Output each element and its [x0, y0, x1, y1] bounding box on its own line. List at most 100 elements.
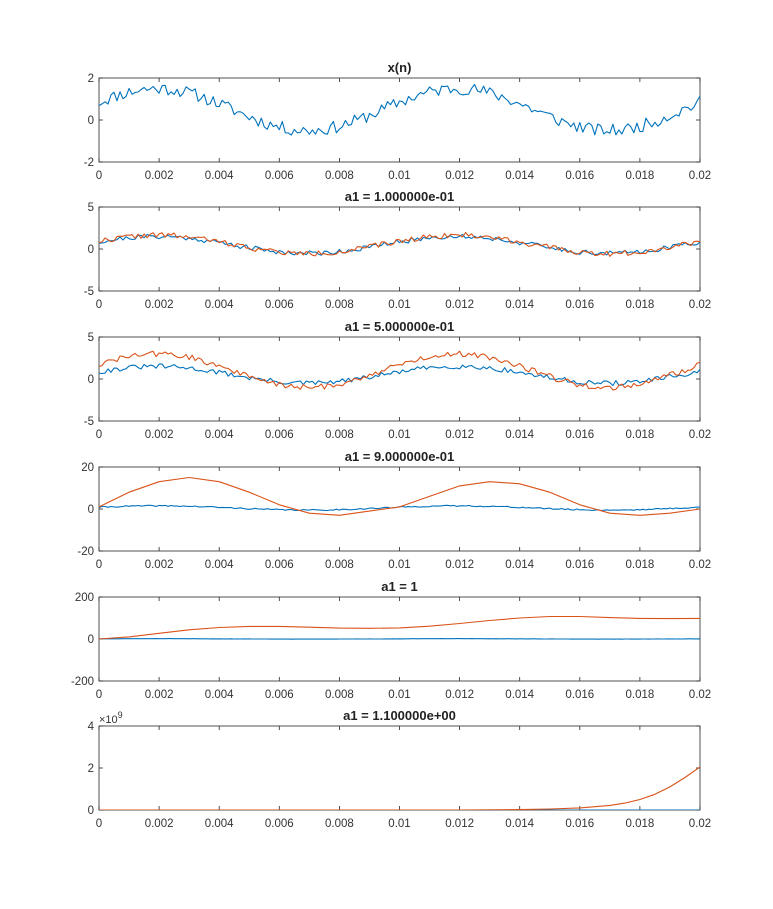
x-tick-label: 0.004 [205, 170, 234, 182]
x-tick-label: 0.016 [565, 689, 594, 701]
subplot-5: a1 = 1 0 0.002 0.004 0.006 0.008 0.01 0.012 0.01… [71, 579, 711, 701]
x-tick-label: 0 [96, 429, 102, 441]
axes-box [98, 725, 701, 811]
y-tick-label: 0 [88, 805, 94, 817]
x-tick-label: 0.006 [265, 559, 294, 571]
series-2-line [99, 476, 700, 516]
x-tick-label: 0.018 [626, 429, 655, 441]
x-tick-label: 0.016 [565, 299, 594, 311]
subplot-title: a1 = 1.100000e+00 [343, 708, 456, 723]
x-tick-label: 0.006 [265, 689, 294, 701]
axes-box [98, 336, 701, 422]
y-tick-label: -5 [84, 286, 94, 298]
y-tick-label: 0 [88, 374, 94, 386]
x-tick-label: 0.014 [505, 299, 534, 311]
x-tick-label: 0 [96, 559, 102, 571]
subplot-title: a1 = 9.000000e-01 [345, 449, 455, 464]
x-tick-label: 0.008 [325, 559, 354, 571]
y-tick-label: -200 [71, 676, 94, 688]
series-2-line [99, 766, 700, 810]
x-tick-label: 0.012 [445, 299, 474, 311]
subplot-2: a1 = 1.000000e-01 0 0.002 0.004 0.006 0.008 0.… [84, 189, 711, 311]
subplot-6: a1 = 1.100000e+00 0 0.002 0.004 0.006 0.008 0.… [88, 708, 712, 830]
subplot-4: a1 = 9.000000e-01 0 0.002 0.004 0.006 0.008 0.… [77, 449, 711, 571]
y-tick-label: 4 [88, 721, 95, 733]
x-tick-label: 0.01 [388, 689, 410, 701]
x-tick-label: 0.016 [565, 559, 594, 571]
x-tick-label: 0.018 [626, 818, 655, 830]
axes-box [98, 206, 701, 292]
x-tick-label: 0 [96, 689, 102, 701]
x-tick-label: 0.002 [145, 689, 174, 701]
subplot-1: x(n) 0 0.002 0.004 0.006 0.008 0.01 0.012 0.014 0… [84, 60, 711, 182]
x-tick-label: 0.012 [445, 689, 474, 701]
subplot-title: a1 = 1 [381, 579, 418, 594]
x-tick-label: 0.004 [205, 818, 234, 830]
series-1-line [99, 233, 700, 256]
subplot-title: a1 = 1.000000e-01 [345, 189, 455, 204]
x-tick-label: 0.016 [565, 818, 594, 830]
x-tick-label: 0.016 [565, 429, 594, 441]
x-tick-label: 0.014 [505, 818, 534, 830]
subplot-3: a1 = 5.000000e-01 0 0.002 0.004 0.006 0.008 0.… [84, 319, 711, 441]
x-tick-label: 0.02 [689, 689, 711, 701]
y-tick-label: -20 [77, 546, 94, 558]
y-tick-label: 5 [88, 202, 94, 214]
x-tick-label: 0.004 [205, 299, 234, 311]
x-tick-label: 0.004 [205, 429, 234, 441]
x-tick-label: 0.018 [626, 559, 655, 571]
x-tick-label: 0.008 [325, 429, 354, 441]
y-exponent-power: 9 [118, 710, 123, 720]
x-tick-label: 0.02 [689, 299, 711, 311]
axes-box [98, 77, 701, 163]
x-tick-label: 0.004 [205, 559, 234, 571]
series-2-line [99, 231, 700, 257]
series-1-line [99, 638, 700, 640]
x-tick-label: 0.002 [145, 170, 174, 182]
x-tick-label: 0.006 [265, 429, 294, 441]
x-tick-label: 0.018 [626, 689, 655, 701]
subplot-title: a1 = 5.000000e-01 [345, 319, 455, 334]
series-2-line [99, 615, 700, 640]
y-tick-label: -5 [84, 416, 94, 428]
x-tick-label: 0.012 [445, 559, 474, 571]
y-tick-label: 0 [88, 115, 94, 127]
y-tick-label: 5 [88, 332, 94, 344]
y-tick-label: 2 [88, 73, 94, 85]
x-tick-label: 0 [96, 299, 102, 311]
x-tick-label: 0.01 [388, 170, 410, 182]
series-1-line [99, 363, 700, 387]
axes-box [98, 466, 701, 552]
x-tick-label: 0 [96, 818, 102, 830]
x-tick-label: 0.018 [626, 170, 655, 182]
y-tick-label: 2 [88, 763, 94, 775]
x-tick-label: 0.002 [145, 559, 174, 571]
x-tick-label: 0.02 [689, 559, 711, 571]
x-tick-label: 0.012 [445, 170, 474, 182]
y-tick-label: 200 [75, 592, 94, 604]
x-tick-label: 0.01 [388, 429, 410, 441]
x-tick-label: 0.01 [388, 818, 410, 830]
series-1-line [99, 83, 700, 136]
subplot-title: x(n) [388, 60, 412, 75]
x-tick-label: 0.014 [505, 559, 534, 571]
x-tick-label: 0.01 [388, 299, 410, 311]
x-tick-label: 0.008 [325, 170, 354, 182]
x-tick-label: 0.004 [205, 689, 234, 701]
y-tick-label: 20 [81, 462, 94, 474]
x-tick-label: 0.02 [689, 429, 711, 441]
x-tick-label: 0.014 [505, 429, 534, 441]
y-tick-label: 0 [88, 504, 94, 516]
x-tick-label: 0.002 [145, 429, 174, 441]
x-tick-label: 0.006 [265, 299, 294, 311]
x-tick-label: 0.012 [445, 429, 474, 441]
y-tick-label: -2 [84, 157, 94, 169]
y-exponent-label: ×109 [99, 710, 123, 726]
x-tick-label: 0.006 [265, 170, 294, 182]
x-tick-label: 0.002 [145, 299, 174, 311]
x-tick-label: 0.012 [445, 818, 474, 830]
x-tick-label: 0.018 [626, 299, 655, 311]
x-tick-label: 0.016 [565, 170, 594, 182]
x-tick-label: 0.006 [265, 818, 294, 830]
